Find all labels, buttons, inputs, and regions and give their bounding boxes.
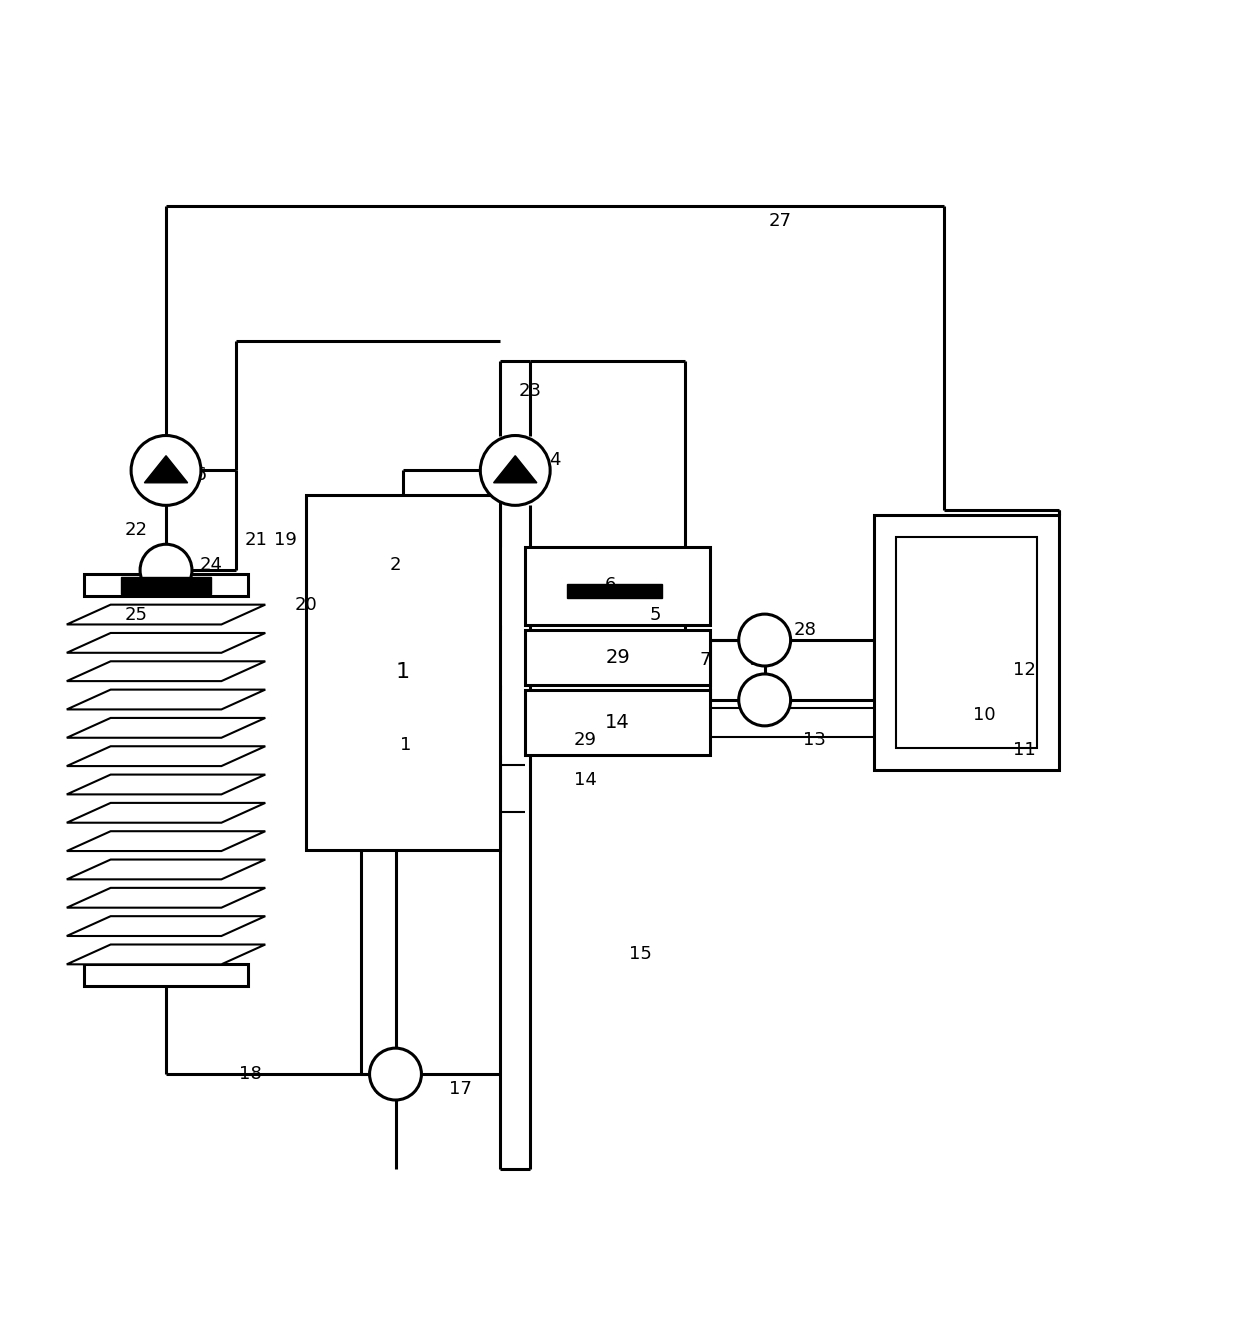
Text: 24: 24: [200, 556, 222, 574]
Circle shape: [739, 613, 791, 666]
Bar: [526, 547, 709, 625]
Bar: [84, 574, 248, 596]
Text: 15: 15: [629, 945, 651, 963]
Text: 28: 28: [794, 621, 816, 639]
Polygon shape: [144, 456, 187, 482]
Text: 11: 11: [1013, 741, 1035, 759]
Text: 6: 6: [604, 576, 616, 594]
Text: 14: 14: [574, 771, 596, 788]
Text: 26: 26: [185, 466, 207, 485]
Text: 7: 7: [699, 651, 711, 669]
Text: 5: 5: [650, 606, 661, 624]
Bar: [897, 537, 1037, 747]
Text: 9: 9: [749, 651, 760, 669]
Bar: [526, 690, 709, 755]
Text: 8: 8: [779, 696, 790, 714]
Circle shape: [480, 436, 551, 505]
Text: 29: 29: [605, 648, 630, 666]
Polygon shape: [67, 803, 265, 823]
Bar: [567, 584, 662, 598]
Circle shape: [370, 1048, 422, 1100]
Polygon shape: [67, 831, 265, 851]
Polygon shape: [67, 746, 265, 766]
Polygon shape: [67, 689, 265, 709]
Circle shape: [131, 436, 201, 505]
Text: 29: 29: [574, 731, 596, 749]
Text: 3: 3: [529, 481, 541, 500]
Text: 13: 13: [804, 731, 826, 749]
Bar: [526, 631, 709, 685]
Bar: [874, 515, 1059, 770]
Polygon shape: [67, 633, 265, 653]
Polygon shape: [67, 661, 265, 681]
Text: 1: 1: [399, 735, 412, 754]
Polygon shape: [67, 888, 265, 908]
Text: 2: 2: [389, 556, 402, 574]
Text: 25: 25: [124, 606, 148, 624]
Text: 14: 14: [605, 713, 630, 731]
Text: 1: 1: [396, 662, 410, 682]
Text: 21: 21: [244, 531, 268, 550]
Polygon shape: [67, 945, 265, 965]
Text: 23: 23: [518, 382, 542, 400]
Polygon shape: [67, 860, 265, 880]
Text: 17: 17: [449, 1080, 471, 1098]
Text: 10: 10: [973, 706, 996, 723]
Text: 4: 4: [549, 452, 560, 469]
Polygon shape: [67, 775, 265, 795]
Bar: [84, 965, 248, 986]
Text: 22: 22: [124, 521, 148, 539]
Bar: [306, 496, 500, 849]
Circle shape: [739, 674, 791, 726]
Text: 12: 12: [1013, 661, 1035, 678]
Polygon shape: [67, 916, 265, 935]
Text: 18: 18: [239, 1065, 262, 1083]
Text: 27: 27: [768, 212, 791, 231]
Polygon shape: [67, 604, 265, 624]
Text: 19: 19: [274, 531, 298, 550]
Circle shape: [140, 545, 192, 596]
Text: 20: 20: [294, 596, 317, 613]
Bar: [122, 576, 211, 594]
Polygon shape: [494, 456, 537, 482]
Text: 16: 16: [374, 1080, 397, 1098]
Polygon shape: [67, 718, 265, 738]
